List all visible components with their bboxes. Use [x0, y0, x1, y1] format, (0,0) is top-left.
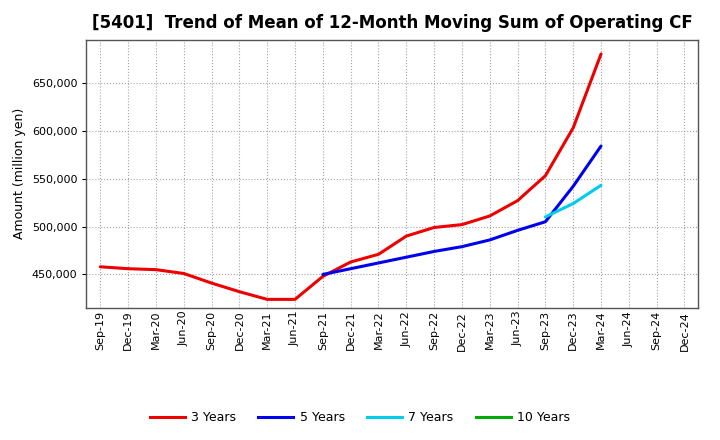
- Y-axis label: Amount (million yen): Amount (million yen): [13, 108, 26, 239]
- Legend: 3 Years, 5 Years, 7 Years, 10 Years: 3 Years, 5 Years, 7 Years, 10 Years: [145, 407, 575, 429]
- Title: [5401]  Trend of Mean of 12-Month Moving Sum of Operating CF: [5401] Trend of Mean of 12-Month Moving …: [92, 15, 693, 33]
